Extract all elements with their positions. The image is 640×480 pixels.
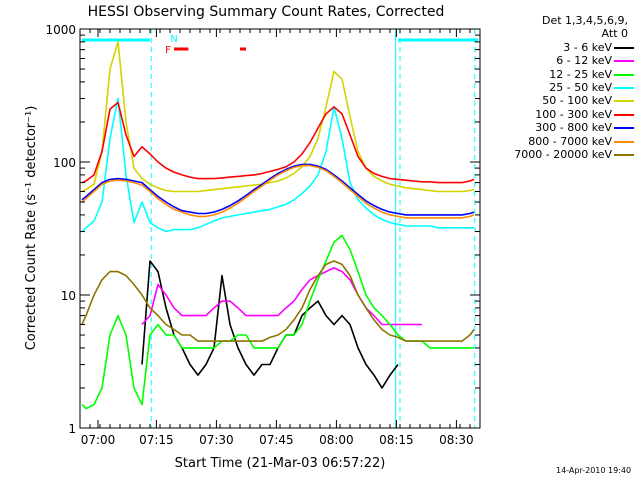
legend: Det 1,3,4,5,6,9, Att 0 3 - 6 keV 6 - 12 k…	[486, 14, 638, 161]
legend-header-attenuator: Att 0	[601, 27, 628, 41]
ticks-layer: 07:00 07:15 07:30 07:45 08:00 08:15 08:30 1 10 10…	[45, 23, 481, 447]
series-line-1	[141, 267, 422, 326]
series-line-6	[81, 163, 475, 216]
legend-swatch	[614, 140, 634, 143]
legend-entry: 3 - 6 keV	[486, 41, 638, 54]
legend-entry: 6 - 12 keV	[486, 54, 638, 67]
legend-entry: 50 - 100 keV	[486, 94, 638, 107]
x-tick-label-5: 08:15	[379, 433, 414, 447]
legend-swatch	[614, 127, 634, 130]
x-tick-label-2: 07:30	[199, 433, 234, 447]
night-flag-label: N	[170, 34, 177, 45]
series-line-7	[81, 164, 475, 219]
legend-label: 300 - 800 keV	[535, 121, 612, 135]
legend-entry: 100 - 300 keV	[486, 108, 638, 121]
y-tick-label-1: 10	[61, 289, 76, 303]
legend-label: 7000 - 20000 keV	[514, 147, 612, 161]
x-tick-label-6: 08:30	[439, 433, 474, 447]
legend-swatch	[614, 113, 634, 116]
x-tick-label-4: 08:00	[319, 433, 354, 447]
legend-swatch	[614, 46, 634, 49]
series-line-4	[81, 41, 475, 193]
x-axis-label: Start Time (21-Mar-03 06:57:22)	[175, 456, 386, 471]
series-line-8	[81, 260, 475, 342]
legend-label: 25 - 50 keV	[549, 80, 612, 94]
series-layer	[81, 41, 475, 410]
y-axis-label: Corrected Count Rate (s⁻¹ detector⁻¹)	[24, 106, 39, 351]
legend-label: 800 - 7000 keV	[528, 134, 612, 148]
legend-entry: 25 - 50 keV	[486, 81, 638, 94]
y-tick-label-2: 100	[53, 156, 76, 170]
legend-label: 6 - 12 keV	[556, 54, 612, 68]
legend-entry: 800 - 7000 keV	[486, 135, 638, 148]
x-tick-label-0: 07:00	[81, 433, 116, 447]
flare-flag-label: F	[165, 45, 171, 56]
flags-layer: FN	[82, 29, 478, 428]
y-tick-label-3: 1000	[45, 23, 76, 37]
chart-title: HESSI Observing Summary Count Rates, Cor…	[88, 4, 445, 20]
legend-swatch	[614, 60, 634, 63]
x-tick-label-1: 07:15	[139, 433, 174, 447]
legend-label: 100 - 300 keV	[535, 107, 612, 121]
series-line-2	[81, 234, 474, 410]
series-line-0	[141, 260, 399, 389]
timestamp: 14-Apr-2010 19:40	[556, 466, 632, 475]
legend-entry: 300 - 800 keV	[486, 121, 638, 134]
plot-frame	[79, 28, 481, 429]
series-line-5	[81, 101, 475, 184]
legend-swatch	[614, 100, 634, 103]
series-line-3	[81, 97, 474, 233]
legend-label: 50 - 100 keV	[542, 94, 612, 108]
legend-swatch	[614, 86, 634, 89]
legend-header-detectors: Det 1,3,4,5,6,9,	[541, 14, 628, 27]
legend-swatch	[614, 73, 634, 76]
legend-label: 12 - 25 keV	[549, 67, 612, 81]
legend-entry: 12 - 25 keV	[486, 68, 638, 81]
legend-swatch	[614, 153, 634, 156]
x-tick-label-3: 07:45	[259, 433, 294, 447]
legend-label: 3 - 6 keV	[563, 40, 612, 54]
y-tick-label-0: 1	[68, 422, 76, 436]
legend-entry: 7000 - 20000 keV	[486, 148, 638, 161]
